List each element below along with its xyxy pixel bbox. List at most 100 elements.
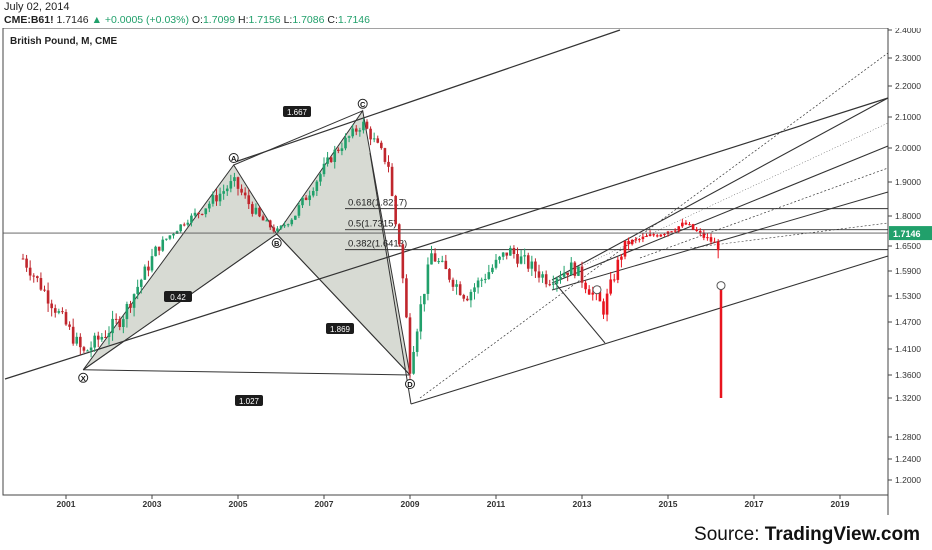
pattern-point-badge (405, 379, 415, 389)
y-tick-label: 1.4100 (895, 344, 921, 354)
x-tick-label: 2013 (573, 499, 592, 509)
candle-body (709, 237, 713, 242)
x-tick-label: 2001 (57, 499, 76, 509)
candle-body (351, 128, 354, 137)
fib-level-label: 0.5(1.7315) (348, 219, 397, 230)
candle-body (315, 181, 319, 192)
candle-body (587, 289, 591, 295)
candle-body (523, 255, 526, 257)
candle-body (114, 318, 118, 320)
candle-body (455, 284, 458, 287)
close-label: C: (327, 14, 338, 26)
candle-body (136, 286, 139, 295)
y-tick-label: 1.8000 (895, 211, 921, 221)
candle-body (340, 148, 344, 151)
candle-body (612, 279, 616, 281)
candle-body (358, 130, 362, 132)
candle-body (268, 220, 272, 228)
candle-body (645, 236, 648, 238)
pattern-point-label: B (274, 239, 280, 248)
candle-body (326, 157, 329, 164)
candle-body (154, 246, 157, 257)
candle-body (258, 207, 261, 217)
candle-body (354, 128, 358, 132)
candle-body (505, 252, 509, 256)
candle-body (698, 231, 702, 233)
candle-body (96, 335, 100, 340)
candle-body (401, 244, 405, 279)
candle-body (713, 241, 716, 243)
up-triangle-icon: ▲ (91, 14, 102, 26)
candle-body (638, 239, 641, 241)
candle-body (344, 137, 347, 149)
candle-body (448, 269, 451, 280)
candle-body (319, 174, 322, 182)
candle-body (57, 311, 61, 313)
candle-body (405, 278, 408, 318)
candle-body (186, 222, 190, 225)
candle-body (175, 231, 179, 234)
candle-body (236, 177, 240, 189)
fib-level-label: 0.382(1.6413) (348, 239, 407, 250)
pattern-point-badge (228, 153, 239, 163)
candle-body (673, 230, 677, 232)
symbol[interactable]: CME:B61! (4, 14, 54, 26)
candle-body (655, 235, 659, 237)
candle-body (573, 262, 577, 276)
candle-body (240, 188, 243, 193)
projection-marker (716, 281, 726, 291)
channel-line-1 (551, 97, 889, 281)
pattern-point-label: A (231, 154, 237, 163)
candle-body (347, 136, 351, 138)
candle-body (118, 319, 122, 327)
chart-title: British Pound, M, CME (10, 36, 118, 47)
candle-body (526, 255, 530, 269)
candle-body (648, 234, 652, 237)
candle-body (294, 215, 297, 220)
quote-bar: CME:B61! 1.7146 ▲ +0.0005 (+0.03%) O:1.7… (4, 14, 370, 26)
candle-body (265, 220, 268, 222)
ratio-label: 1.027 (239, 397, 260, 406)
y-tick-label: 1.5900 (895, 266, 921, 276)
source-prefix: Source: (694, 524, 760, 545)
candle-body (480, 279, 483, 281)
x-tick-label: 2007 (315, 499, 334, 509)
candle-body (519, 256, 523, 264)
candle-body (193, 212, 197, 216)
candle-body (75, 336, 79, 344)
pattern-point-badge (271, 238, 282, 248)
candle-body (451, 279, 455, 287)
candle-body (333, 149, 337, 162)
candle-body (462, 295, 466, 299)
candle-body (652, 234, 655, 236)
candle-body (79, 336, 82, 348)
candle-body (233, 177, 236, 182)
candle-body (688, 224, 691, 226)
candle-body (627, 240, 630, 245)
chart-date: July 02, 2014 (4, 1, 70, 13)
pitchfork-marker (592, 285, 602, 295)
candle-body (423, 293, 426, 305)
candle-body (261, 216, 265, 221)
ratio-badge (326, 323, 354, 334)
price-chart[interactable]: 2.4000 2.3000 2.2000 2.1000 2.0000 1.9000 1.80… (0, 28, 932, 524)
candle-body (129, 303, 132, 308)
channel-dotted-4 (551, 122, 889, 281)
candle-body (473, 287, 476, 292)
candle-body (172, 233, 175, 236)
y-tick-label: 1.2800 (895, 432, 921, 442)
pattern-point-label: C (360, 100, 366, 109)
open-label: O: (191, 14, 203, 26)
candle-body (64, 312, 68, 325)
candle-body (276, 228, 279, 232)
candle-body (591, 292, 595, 295)
candle-body (433, 253, 437, 262)
open-value: 1.7099 (202, 14, 236, 26)
candle-body (107, 333, 111, 337)
candle-body (279, 225, 283, 229)
candle-body (609, 279, 612, 294)
candle-body (372, 138, 376, 140)
candle-body (215, 195, 218, 202)
candle-body (501, 252, 505, 257)
candle-body (376, 138, 380, 143)
